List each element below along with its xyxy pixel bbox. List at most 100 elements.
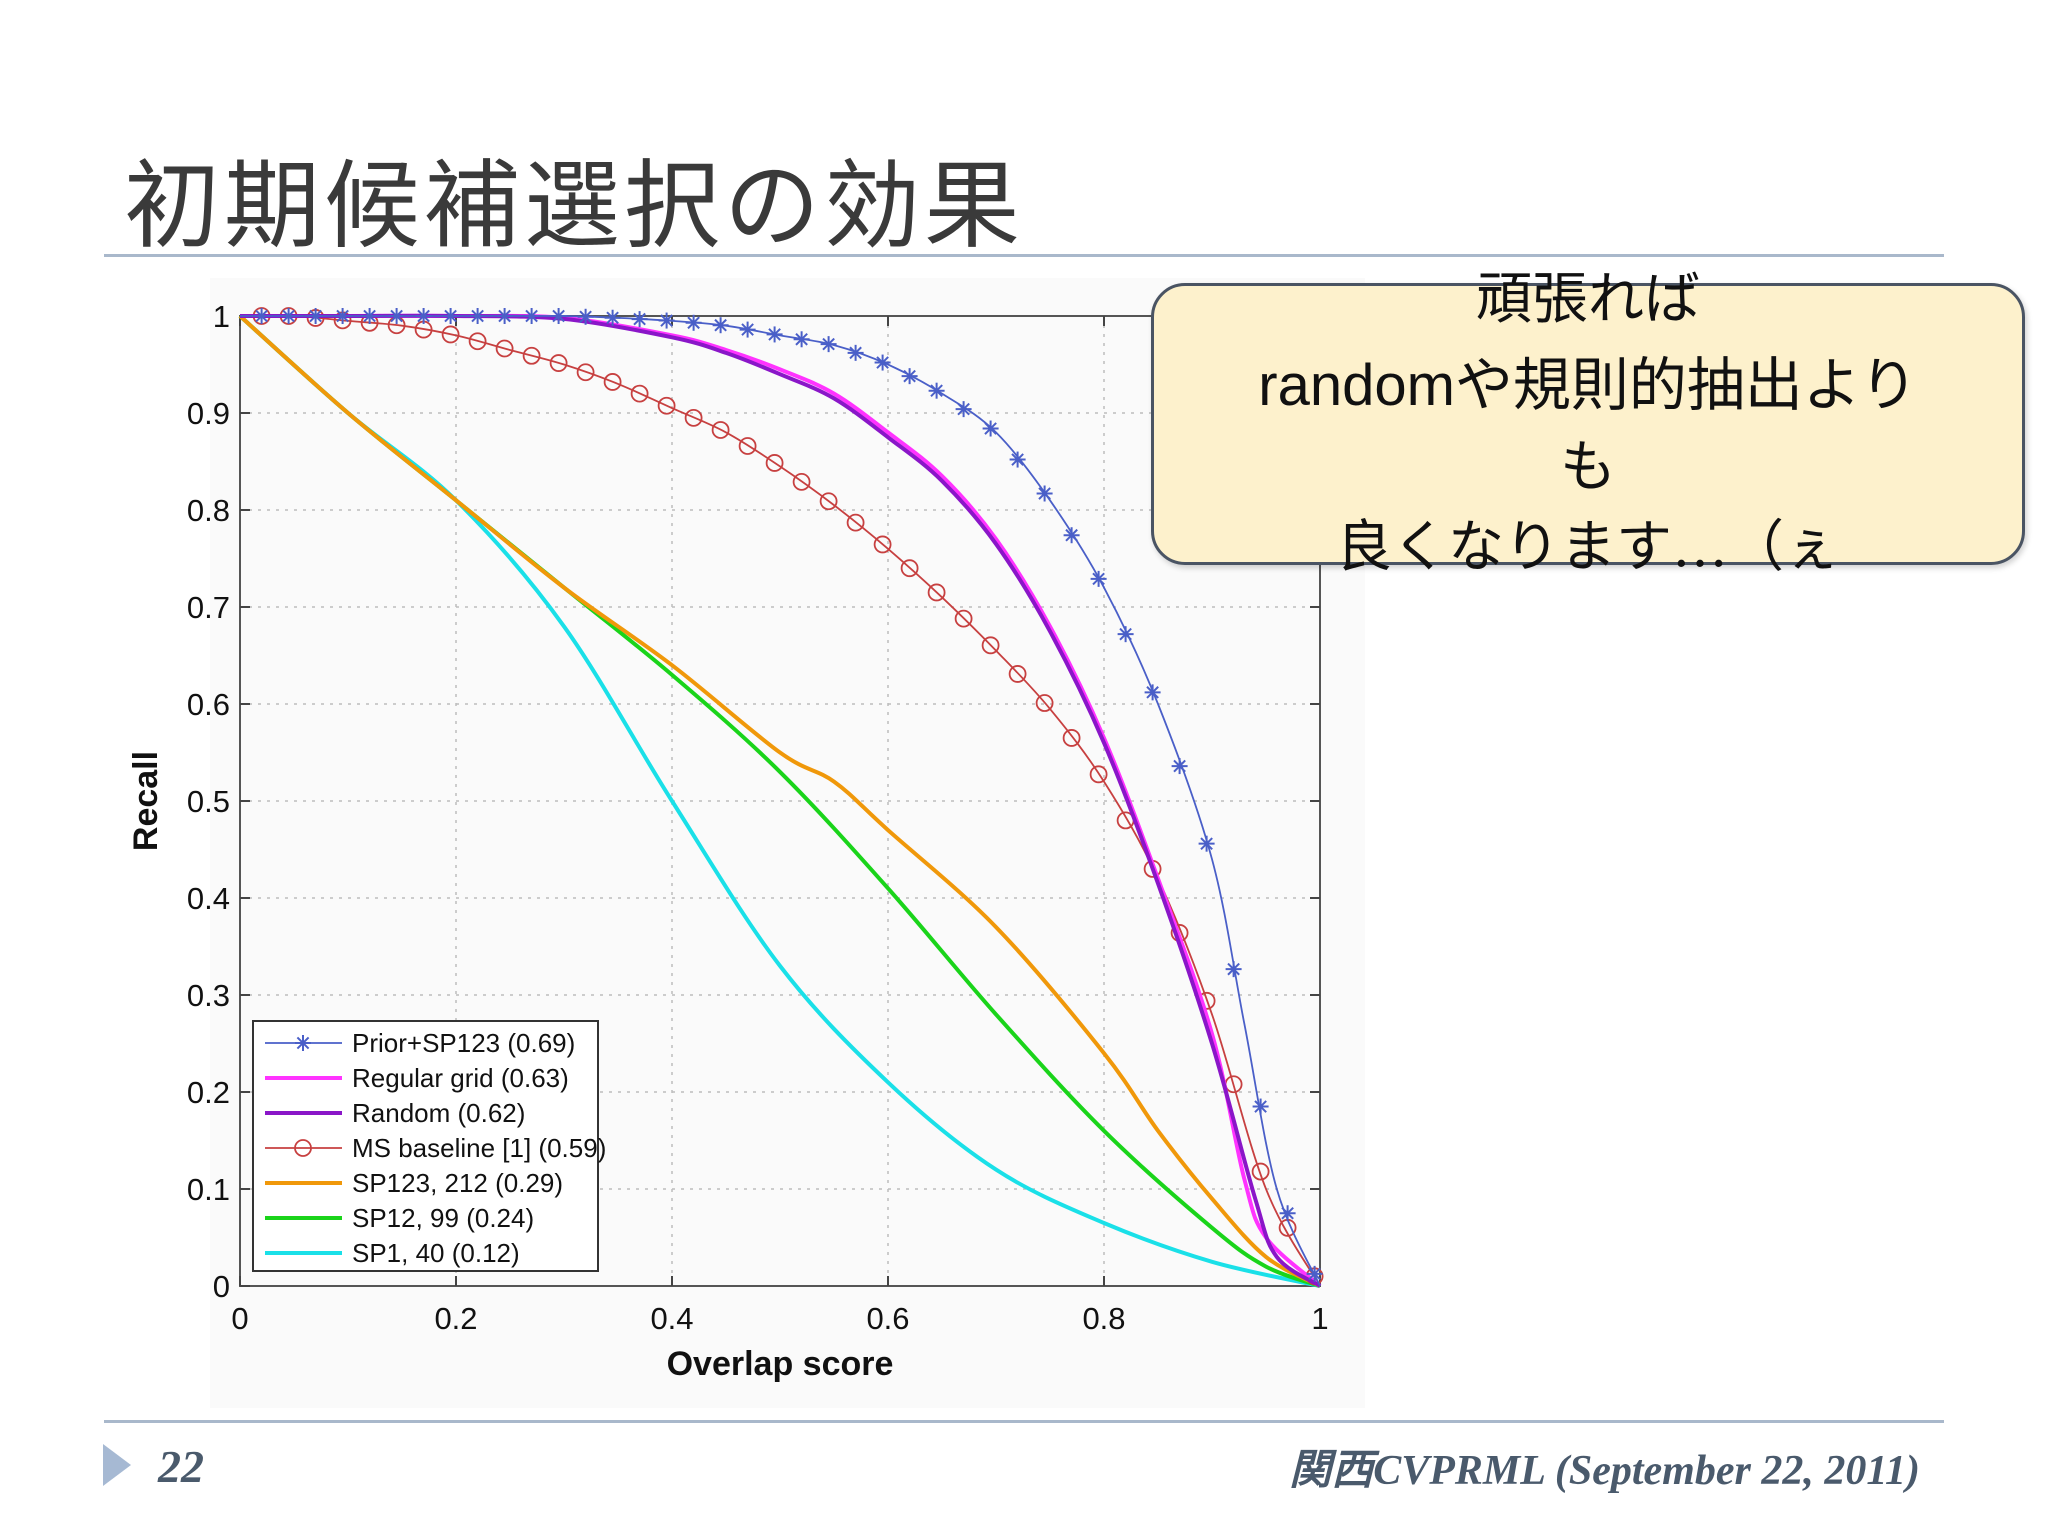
- callout-line-3: も: [1560, 435, 1616, 500]
- series-marker: [847, 344, 864, 361]
- asterisk-stroke: [633, 312, 646, 326]
- asterisk-stroke: [714, 318, 727, 332]
- x-axis-label: Overlap score: [667, 1345, 894, 1383]
- series-4: [238, 314, 1321, 1288]
- legend-label: Prior+SP123 (0.69): [352, 1028, 575, 1058]
- asterisk-stroke: [1119, 627, 1132, 641]
- series-marker: [1117, 626, 1134, 643]
- series-marker: [468, 332, 487, 351]
- series-marker: [1035, 694, 1054, 712]
- asterisk-stroke: [498, 309, 511, 323]
- legend-entry: SP123, 212 (0.29): [265, 1168, 563, 1198]
- series-marker: [846, 513, 865, 532]
- legend-entry: Prior+SP123 (0.69): [265, 1028, 575, 1058]
- y-tick-label: 0: [213, 1269, 230, 1304]
- callout-line-4: 良くなります…（ぇ: [1336, 515, 1840, 580]
- series-layer: [238, 307, 1324, 1288]
- series-marker: [901, 368, 918, 385]
- y-tick-label: 0.1: [187, 1172, 230, 1207]
- y-tick-label: 0.2: [187, 1075, 230, 1110]
- series-marker: [523, 308, 540, 324]
- series-marker: [1251, 1162, 1270, 1181]
- asterisk-stroke: [471, 309, 484, 323]
- series-marker: [550, 308, 567, 324]
- callout-line-2: randomや規則的抽出より: [1258, 353, 1918, 418]
- series-marker: [900, 559, 919, 578]
- asterisk-stroke: [687, 316, 700, 330]
- series-marker: [658, 312, 675, 329]
- asterisk-stroke: [606, 311, 619, 325]
- asterisk-stroke: [1092, 572, 1105, 586]
- asterisk-stroke: [741, 323, 754, 336]
- series-marker: [495, 339, 514, 358]
- axis-ticks: 0 0.2 0.4 0.6 0.8 1 0 0.1 0.2 0.3 0.4 0.5 0.6 0.7 0.8 0…: [187, 299, 1329, 1336]
- y-axis-label: Recall: [127, 751, 165, 851]
- series-marker: [685, 314, 702, 331]
- legend-label: SP1, 40 (0.12): [352, 1238, 520, 1268]
- x-tick-label: 0.6: [866, 1301, 909, 1336]
- asterisk-stroke: [1227, 962, 1240, 976]
- y-tick-label: 0.8: [187, 493, 230, 528]
- asterisk-stroke: [552, 309, 565, 323]
- y-tick-label: 1: [213, 299, 230, 334]
- series-marker: [1252, 1098, 1269, 1115]
- series-marker: [1279, 1205, 1296, 1222]
- series-marker: [334, 308, 351, 324]
- title-divider: [104, 254, 1944, 257]
- y-tick-label: 0.3: [187, 978, 230, 1013]
- slide-title: 初期候補選択の効果: [124, 150, 1024, 262]
- series-marker: [954, 609, 973, 628]
- page-number: 22: [158, 1441, 204, 1492]
- footer-conference: 関西CVPRML (September 22, 2011): [1289, 1448, 1920, 1494]
- asterisk-stroke: [1254, 1100, 1267, 1113]
- series-marker: [793, 331, 810, 348]
- asterisk-stroke: [1173, 759, 1186, 773]
- y-tick-label: 0.7: [187, 590, 230, 625]
- series-marker: [873, 535, 892, 554]
- asterisk-stroke: [1308, 1267, 1321, 1281]
- series-marker: [576, 363, 595, 382]
- legend-label: Regular grid (0.63): [352, 1063, 569, 1093]
- series-marker: [738, 437, 757, 455]
- asterisk-stroke: [1065, 528, 1078, 542]
- legend-entry: SP1, 40 (0.12): [265, 1238, 520, 1268]
- series-marker: [415, 308, 432, 324]
- asterisk-stroke: [363, 309, 376, 323]
- series-marker: [496, 308, 513, 324]
- legend-entry: Random (0.62): [265, 1098, 525, 1128]
- series-marker: [765, 454, 784, 472]
- series-line: [239, 314, 1321, 1287]
- legend-entry: Regular grid (0.63): [265, 1063, 569, 1093]
- series-marker: [388, 308, 405, 324]
- series-marker: [522, 346, 541, 365]
- asterisk-stroke: [1146, 686, 1159, 699]
- asterisk-stroke: [336, 309, 349, 323]
- asterisk-stroke: [525, 309, 538, 323]
- asterisk-stroke: [930, 384, 943, 397]
- series-marker: [1225, 961, 1242, 978]
- asterisk-stroke: [822, 337, 835, 351]
- y-tick-label: 0.4: [187, 881, 230, 916]
- series-marker: [631, 311, 648, 328]
- series-marker: [604, 309, 621, 326]
- x-tick-label: 0: [231, 1301, 248, 1336]
- series-marker: [739, 321, 756, 338]
- series-line: [238, 314, 1321, 1288]
- legend-label: MS baseline [1] (0.59): [352, 1133, 606, 1163]
- series-marker: [982, 420, 999, 437]
- asterisk-stroke: [768, 328, 781, 341]
- asterisk-stroke: [1038, 487, 1051, 500]
- asterisk-stroke: [255, 309, 268, 323]
- series-marker: [361, 308, 378, 324]
- asterisk-stroke: [417, 309, 430, 323]
- series-marker: [603, 373, 622, 391]
- series-marker: [1090, 570, 1107, 587]
- series-marker: [927, 583, 946, 602]
- asterisk-stroke: [903, 369, 916, 383]
- series-marker: [792, 472, 811, 491]
- series-marker: [307, 308, 324, 324]
- series-marker: [874, 354, 891, 371]
- series-marker: [280, 308, 297, 324]
- legend-label: SP123, 212 (0.29): [352, 1168, 563, 1198]
- series-marker: [684, 408, 703, 427]
